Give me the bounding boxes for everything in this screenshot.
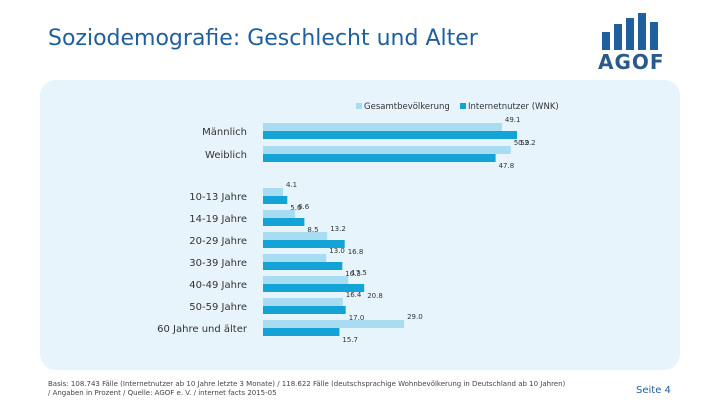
page-title: Soziodemografie: Geschlecht und Alter (48, 26, 478, 51)
bar-gesamt (263, 123, 502, 131)
value-label-internet: 5.0 (290, 204, 301, 212)
bar-internet (263, 240, 345, 248)
bar-internet (263, 306, 346, 314)
value-label-gesamt: 4.1 (286, 181, 297, 189)
bar-internet (263, 196, 288, 204)
category-label: 60 Jahre und älter (157, 324, 248, 335)
bar-gesamt (263, 276, 349, 284)
legend-label-internet: Internetnutzer (WNK) (468, 102, 559, 112)
bar-gesamt (263, 188, 283, 196)
value-label-internet: 16.3 (345, 270, 361, 278)
value-label-gesamt: 49.1 (505, 116, 521, 124)
bar-internet (263, 218, 305, 226)
agof-logo: AGOF (598, 10, 665, 74)
value-label-internet: 16.8 (348, 248, 364, 256)
bar-internet (263, 284, 365, 292)
value-label-internet: 20.8 (367, 292, 383, 300)
value-label-internet: 47.8 (499, 162, 515, 170)
category-label: 30-39 Jahre (189, 258, 247, 269)
logo-bars-icon (602, 13, 658, 50)
bars-group: Männlich 49.1 52.2 Weiblich 50.9 47.8 10-13 Ja… (157, 116, 535, 344)
value-label-gesamt: 13.0 (329, 247, 345, 255)
bar-internet (263, 262, 343, 270)
category-label: Männlich (202, 127, 247, 138)
bar-gesamt (263, 320, 405, 328)
bar-internet (263, 131, 517, 139)
legend-swatch-gesamt (356, 103, 362, 109)
value-label-internet: 52.2 (520, 139, 536, 147)
legend-swatch-internet (460, 103, 466, 109)
category-label: 10-13 Jahre (189, 192, 247, 203)
value-label-gesamt: 17.5 (351, 269, 367, 277)
value-label-gesamt: 13.2 (330, 225, 346, 233)
logo-text: AGOF (598, 50, 665, 74)
category-label: 14-19 Jahre (189, 214, 247, 225)
bar-gesamt (263, 210, 296, 218)
bar-gesamt (263, 254, 327, 262)
page-number: Seite 4 (636, 385, 671, 396)
value-label-internet: 8.5 (307, 226, 318, 234)
bar-internet (263, 328, 340, 336)
category-label: Weiblich (205, 150, 247, 161)
value-label-gesamt: 29.0 (407, 313, 423, 321)
value-label-internet: 15.7 (342, 336, 358, 344)
value-label-gesamt: 50.9 (514, 139, 530, 147)
value-label-internet: 17.0 (349, 314, 365, 322)
legend-label-gesamt: Gesamtbevölkerung (364, 102, 450, 112)
bar-gesamt (263, 146, 511, 154)
chart-legend: Gesamtbevölkerung Internetnutzer (WNK) (356, 102, 559, 112)
category-label: 20-29 Jahre (189, 236, 247, 247)
value-label-gesamt: 6.6 (298, 203, 310, 211)
bar-internet (263, 154, 496, 162)
bar-gesamt (263, 298, 343, 306)
bar-gesamt (263, 232, 328, 240)
category-label: 40-49 Jahre (189, 280, 247, 291)
category-label: 50-59 Jahre (189, 302, 247, 313)
value-label-gesamt: 16.4 (346, 291, 362, 299)
footnote: Basis: 108.743 Fälle (Internetnutzer ab … (48, 380, 566, 397)
